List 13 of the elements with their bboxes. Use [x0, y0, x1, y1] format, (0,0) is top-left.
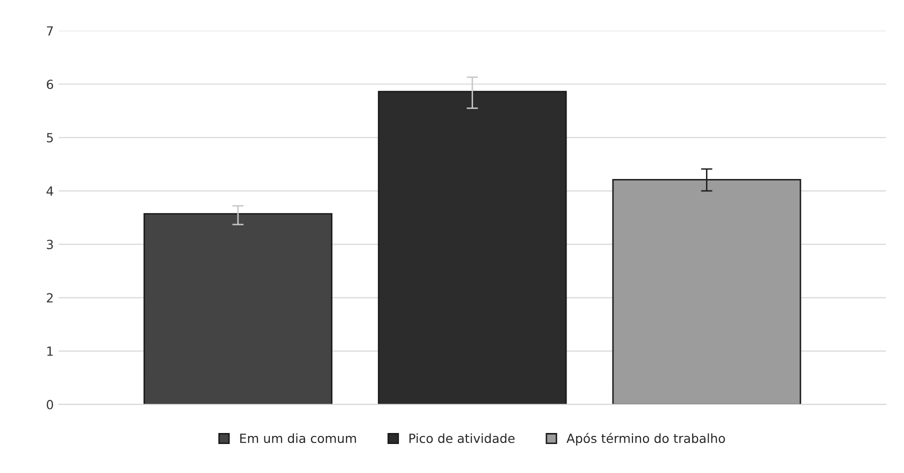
legend-label: Após término do trabalho	[566, 432, 725, 446]
legend-label: Pico de atividade	[409, 433, 515, 444]
bar	[144, 213, 332, 404]
y-tick-label: 7	[46, 26, 53, 36]
y-tick-label: 1	[47, 346, 53, 356]
y-tick-label: 6	[46, 80, 54, 90]
y-tick-label: 0	[46, 400, 54, 410]
y-tick-label: 4	[46, 186, 54, 196]
y-tick-label: 3	[46, 240, 53, 250]
legend-label: Em um dia comum	[240, 433, 356, 444]
y-tick-label: 5	[46, 133, 53, 142]
y-tick-label: 2	[46, 293, 53, 302]
bar	[378, 90, 567, 404]
